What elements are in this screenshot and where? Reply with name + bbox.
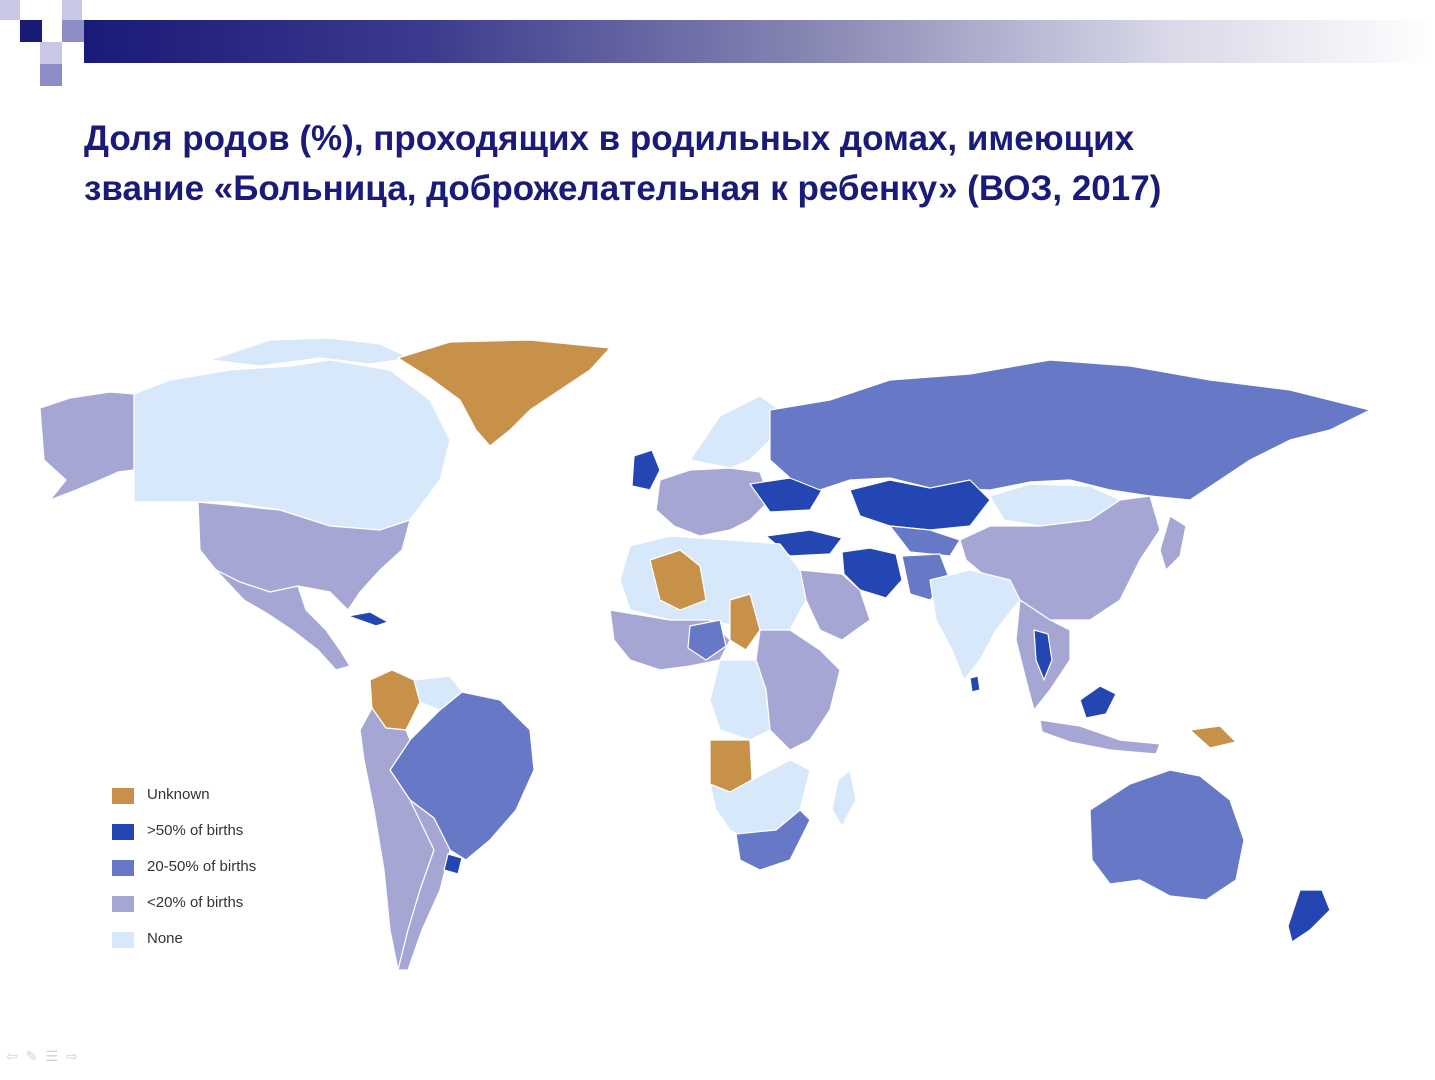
region-chad: [729, 593, 761, 651]
legend-item-none: None: [112, 930, 332, 950]
legend-label: <20% of births: [147, 894, 244, 911]
region-uruguay: [443, 853, 463, 875]
region-alaska: [39, 391, 135, 501]
region-png: [1189, 725, 1237, 749]
region-thailand: [1033, 629, 1053, 681]
region-europe: [655, 467, 771, 537]
region-uk: [631, 449, 661, 491]
header-square: [62, 20, 84, 42]
region-iran: [841, 547, 903, 599]
region-algeria: [649, 549, 707, 611]
region-east-africa: [755, 629, 841, 751]
legend-swatch: [112, 860, 134, 876]
region-japan: [1159, 515, 1187, 571]
region-kazakhstan: [849, 479, 991, 531]
legend-item-over-50: >50% of births: [112, 822, 332, 842]
region-nigeria: [687, 619, 727, 661]
prev-arrow-icon[interactable]: ⇦: [6, 1049, 18, 1065]
header-square: [62, 0, 82, 20]
legend-swatch: [112, 824, 134, 840]
region-ukraine: [749, 477, 823, 513]
world-map-svg: [39, 337, 1371, 971]
region-sri-lanka: [969, 675, 981, 693]
legend-item-unknown: Unknown: [112, 786, 332, 806]
header-square: [40, 42, 62, 64]
region-scandinavia: [689, 395, 781, 469]
legend-swatch: [112, 896, 134, 912]
region-new-zealand: [1287, 889, 1331, 943]
region-south-africa: [735, 809, 811, 871]
region-india: [929, 569, 1021, 681]
region-mexico: [215, 569, 351, 671]
legend-label: None: [147, 930, 183, 947]
legend-item-under-20: <20% of births: [112, 894, 332, 914]
world-map: [30, 330, 1390, 990]
region-arabia: [799, 569, 871, 641]
region-central-africa: [709, 659, 771, 741]
legend-label: >50% of births: [147, 822, 244, 839]
legend-swatch: [112, 932, 134, 948]
region-canada: [133, 359, 451, 531]
legend-label: 20-50% of births: [147, 858, 257, 875]
header-square: [0, 0, 20, 20]
header-square: [40, 64, 62, 86]
legend-label: Unknown: [147, 786, 210, 803]
region-indonesia: [1039, 719, 1161, 755]
region-argentina: [397, 799, 451, 971]
next-arrow-icon[interactable]: ⇨: [66, 1049, 78, 1065]
slide-navigation: ⇦ ✎ ☰ ⇨: [6, 1049, 78, 1065]
header-square: [20, 20, 42, 42]
region-central-asia: [889, 525, 961, 557]
region-australia: [1089, 769, 1245, 901]
region-madagascar: [831, 769, 857, 827]
menu-icon[interactable]: ☰: [45, 1049, 59, 1065]
title-line-1: Доля родов (%), проходящих в родильных д…: [84, 119, 1135, 158]
page-title: Доля родов (%), проходящих в родильных д…: [84, 114, 1384, 214]
legend-swatch: [112, 788, 134, 804]
region-borneo: [1079, 685, 1117, 719]
region-russia: [769, 359, 1371, 501]
title-line-2: звание «Больница, доброжелательная к реб…: [84, 169, 1162, 208]
region-greenland: [397, 339, 611, 447]
region-arctic-islands: [209, 337, 411, 367]
legend-item-20-50: 20-50% of births: [112, 858, 332, 878]
pen-icon[interactable]: ✎: [25, 1049, 38, 1065]
region-cuba: [347, 611, 389, 627]
header-gradient-bar: [84, 20, 1435, 63]
